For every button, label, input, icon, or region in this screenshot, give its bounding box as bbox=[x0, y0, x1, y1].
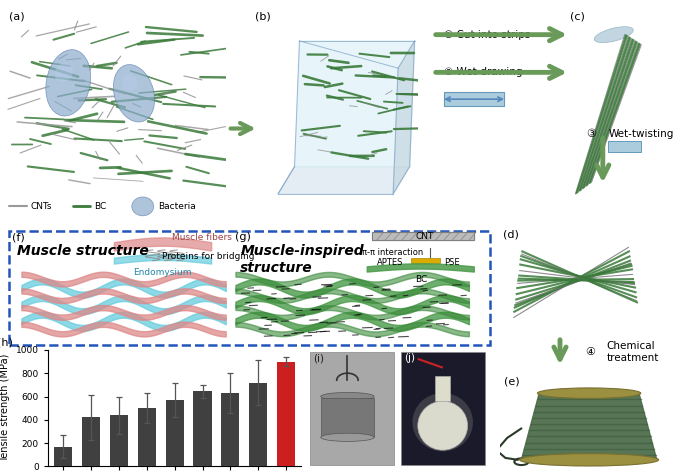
Ellipse shape bbox=[520, 454, 658, 466]
Polygon shape bbox=[393, 41, 414, 194]
Text: (i): (i) bbox=[314, 353, 325, 363]
Text: ④: ④ bbox=[586, 347, 596, 357]
Text: (f): (f) bbox=[12, 232, 25, 242]
Text: Proteins for bridging: Proteins for bridging bbox=[162, 252, 255, 261]
Text: (c): (c) bbox=[570, 11, 585, 21]
Ellipse shape bbox=[418, 401, 468, 450]
FancyBboxPatch shape bbox=[444, 92, 504, 106]
Polygon shape bbox=[521, 393, 657, 460]
Text: Muscle-inspired: Muscle-inspired bbox=[240, 244, 364, 258]
Text: Chemical
treatment: Chemical treatment bbox=[606, 341, 658, 363]
Text: structure: structure bbox=[240, 261, 313, 275]
FancyBboxPatch shape bbox=[10, 231, 490, 345]
Text: ① Cut into strips: ① Cut into strips bbox=[444, 30, 530, 40]
Text: PSE: PSE bbox=[445, 258, 460, 267]
Ellipse shape bbox=[595, 27, 633, 43]
Bar bbox=[166, 400, 184, 466]
Bar bbox=[110, 415, 128, 466]
Ellipse shape bbox=[538, 388, 640, 398]
Bar bbox=[138, 408, 156, 466]
Text: Bacteria: Bacteria bbox=[158, 202, 196, 211]
Text: CNT: CNT bbox=[415, 232, 434, 241]
Text: Endomysium: Endomysium bbox=[134, 268, 192, 277]
Text: (j): (j) bbox=[404, 353, 415, 363]
FancyBboxPatch shape bbox=[321, 397, 374, 437]
Polygon shape bbox=[295, 41, 414, 167]
FancyBboxPatch shape bbox=[608, 141, 641, 152]
Bar bbox=[54, 446, 73, 466]
Ellipse shape bbox=[55, 63, 73, 82]
Text: BC: BC bbox=[95, 202, 107, 211]
FancyBboxPatch shape bbox=[436, 376, 449, 401]
Ellipse shape bbox=[321, 392, 374, 401]
Bar bbox=[249, 383, 267, 466]
Text: (a): (a) bbox=[9, 11, 25, 21]
Bar bbox=[193, 391, 212, 466]
Polygon shape bbox=[371, 232, 474, 240]
Text: (g): (g) bbox=[236, 232, 251, 242]
Ellipse shape bbox=[113, 65, 155, 122]
FancyBboxPatch shape bbox=[401, 352, 484, 466]
Text: (h): (h) bbox=[0, 337, 13, 347]
Ellipse shape bbox=[122, 74, 138, 91]
Bar bbox=[277, 362, 295, 466]
Text: Muscle fibers: Muscle fibers bbox=[172, 233, 232, 242]
Text: (b): (b) bbox=[255, 11, 271, 21]
Text: Wet-twisting: Wet-twisting bbox=[608, 129, 673, 139]
Y-axis label: Tensile strength (MPa): Tensile strength (MPa) bbox=[1, 354, 10, 462]
Text: π-π interaction: π-π interaction bbox=[362, 248, 423, 257]
Text: (d): (d) bbox=[503, 229, 519, 239]
Text: ② Wet-drawing: ② Wet-drawing bbox=[444, 67, 523, 78]
Ellipse shape bbox=[321, 433, 374, 441]
Ellipse shape bbox=[46, 50, 90, 116]
Text: APTES: APTES bbox=[377, 258, 403, 267]
Ellipse shape bbox=[412, 393, 473, 451]
Bar bbox=[82, 417, 100, 466]
Text: (e): (e) bbox=[503, 377, 519, 387]
Polygon shape bbox=[278, 167, 410, 194]
FancyBboxPatch shape bbox=[410, 258, 440, 263]
Bar bbox=[221, 393, 240, 466]
Text: Muscle structure: Muscle structure bbox=[16, 244, 149, 258]
Ellipse shape bbox=[132, 197, 153, 216]
FancyBboxPatch shape bbox=[310, 352, 394, 466]
Text: BC: BC bbox=[415, 275, 427, 284]
Text: CNTs: CNTs bbox=[31, 202, 53, 211]
Text: ③: ③ bbox=[586, 129, 597, 139]
